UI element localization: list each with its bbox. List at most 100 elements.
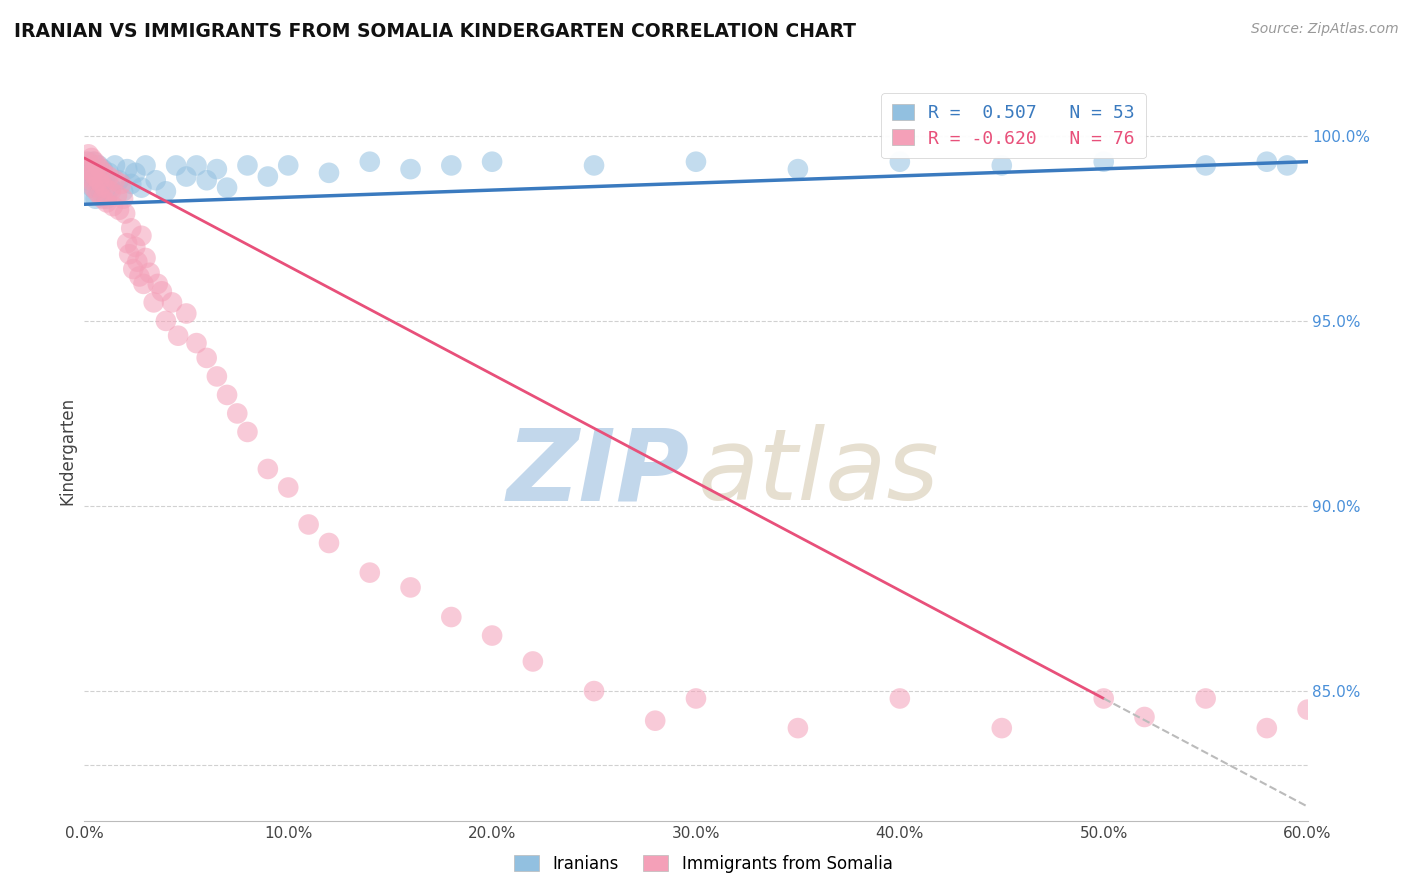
Point <box>105 188 128 202</box>
Point <box>76 169 98 184</box>
Point <box>110 177 132 191</box>
Point <box>79 173 101 187</box>
Point <box>112 184 135 198</box>
Point <box>1256 154 1278 169</box>
Point <box>87 158 110 172</box>
Point <box>80 162 103 177</box>
Point <box>145 173 167 187</box>
Legend: Iranians, Immigrants from Somalia: Iranians, Immigrants from Somalia <box>508 848 898 880</box>
Point <box>1195 691 1218 706</box>
Point <box>86 177 108 191</box>
Point <box>97 169 120 184</box>
Point <box>150 285 173 299</box>
Point <box>131 180 153 194</box>
Point <box>644 714 666 728</box>
Point <box>186 158 208 172</box>
Point <box>124 166 146 180</box>
Point <box>91 192 114 206</box>
Point <box>86 158 108 172</box>
Point <box>685 154 707 169</box>
Point <box>277 480 299 494</box>
Point <box>83 173 105 187</box>
Point <box>142 295 165 310</box>
Point <box>481 628 503 642</box>
Point <box>236 425 259 439</box>
Point <box>93 166 115 180</box>
Point <box>115 162 138 177</box>
Point <box>195 173 218 187</box>
Point <box>481 154 503 169</box>
Point <box>104 173 127 187</box>
Point <box>120 177 142 191</box>
Point <box>359 154 381 169</box>
Text: atlas: atlas <box>697 425 939 521</box>
Point <box>522 655 544 669</box>
Point <box>89 188 111 202</box>
Point <box>80 151 103 165</box>
Point <box>889 154 911 169</box>
Text: ZIP: ZIP <box>506 425 689 521</box>
Point <box>138 266 160 280</box>
Point <box>226 406 249 420</box>
Point <box>79 162 101 177</box>
Point <box>1256 721 1278 735</box>
Y-axis label: Kindergarten: Kindergarten <box>58 396 76 505</box>
Point <box>86 184 108 198</box>
Point <box>82 180 104 194</box>
Point <box>318 166 340 180</box>
Point <box>399 581 422 595</box>
Point <box>359 566 381 580</box>
Point <box>132 277 155 291</box>
Point <box>84 192 107 206</box>
Point <box>86 166 108 180</box>
Point <box>83 154 105 169</box>
Point <box>217 388 239 402</box>
Point <box>104 158 127 172</box>
Point <box>122 262 145 277</box>
Point <box>108 173 131 187</box>
Point <box>135 251 157 265</box>
Point <box>257 169 280 184</box>
Point <box>399 162 422 177</box>
Point <box>1296 702 1319 716</box>
Point <box>87 173 110 187</box>
Point <box>79 169 101 184</box>
Point <box>889 691 911 706</box>
Point <box>84 169 107 184</box>
Point <box>127 254 149 268</box>
Point <box>131 228 153 243</box>
Point <box>205 162 228 177</box>
Point <box>90 184 112 198</box>
Point <box>440 610 463 624</box>
Point <box>75 154 97 169</box>
Point <box>583 684 606 698</box>
Point <box>112 192 135 206</box>
Point <box>1277 158 1299 172</box>
Point <box>100 180 122 194</box>
Point <box>318 536 340 550</box>
Point <box>1092 154 1115 169</box>
Point <box>155 184 177 198</box>
Point <box>146 277 169 291</box>
Point <box>174 169 197 184</box>
Point <box>82 166 104 180</box>
Point <box>277 158 299 172</box>
Point <box>90 162 112 177</box>
Point <box>93 180 115 194</box>
Point <box>77 147 100 161</box>
Point <box>101 199 124 213</box>
Point <box>118 247 141 261</box>
Point <box>76 173 98 187</box>
Point <box>83 154 105 169</box>
Point <box>100 184 122 198</box>
Legend: R =  0.507   N = 53, R = -0.620   N = 76: R = 0.507 N = 53, R = -0.620 N = 76 <box>882 93 1146 159</box>
Point <box>128 269 150 284</box>
Point <box>583 158 606 172</box>
Point <box>1092 691 1115 706</box>
Text: Source: ZipAtlas.com: Source: ZipAtlas.com <box>1251 22 1399 37</box>
Point <box>1195 158 1218 172</box>
Point <box>787 721 810 735</box>
Point <box>83 180 105 194</box>
Point <box>167 328 190 343</box>
Point <box>174 306 197 320</box>
